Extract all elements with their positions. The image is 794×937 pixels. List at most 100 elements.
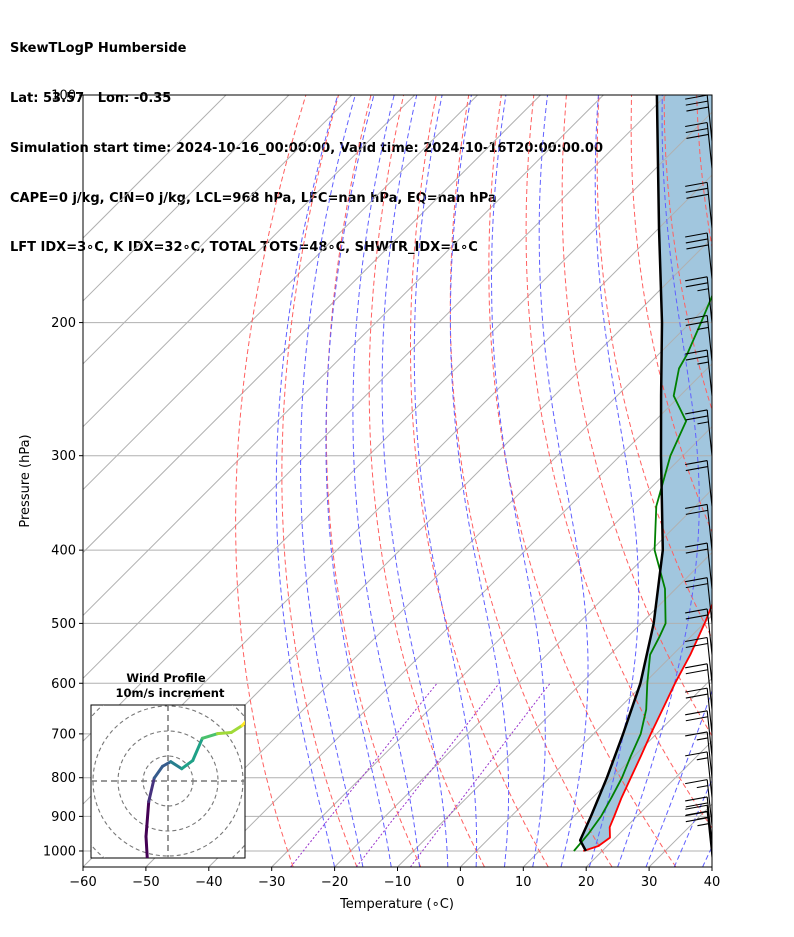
wind-barb: [685, 577, 713, 624]
wind-barb-flag: [685, 642, 708, 649]
y-tick-label: 900: [51, 810, 76, 825]
y-tick-label: 400: [51, 544, 76, 559]
wind-barb-flag: [685, 355, 708, 361]
wind-barb-flag: [685, 731, 708, 737]
moist-adiabat-line: [490, 95, 546, 867]
wind-barb-flag: [685, 94, 708, 100]
wind-barb-shaft: [706, 779, 713, 826]
wind-barb-shaft: [706, 577, 713, 624]
x-tick-label: −50: [132, 875, 159, 890]
hodograph-segment: [161, 760, 173, 768]
index-line: LFT IDX=3∘C, K IDX=32∘C, TOTAL TOTS=48∘C…: [10, 240, 478, 256]
wind-barb-flag: [685, 608, 708, 614]
isotherm-line: [83, 95, 478, 491]
moist-adiabat-line: [413, 95, 478, 867]
x-tick-label: 10: [515, 875, 532, 890]
y-tick-label: 600: [51, 677, 76, 692]
wind-barb: [685, 349, 713, 396]
wind-barb-shaft: [706, 350, 713, 396]
hodograph-segment: [152, 764, 164, 780]
x-tick-label: −10: [384, 875, 411, 890]
isotherm-line: [711, 866, 712, 867]
moist-adiabat-line: [588, 95, 640, 867]
x-tick-label: 40: [704, 875, 721, 890]
isotherm-line: [83, 95, 353, 365]
inset-title: Wind Profile: [126, 671, 206, 685]
wind-barb-flag: [685, 710, 708, 716]
wind-barb-shaft: [706, 663, 713, 710]
wind-barb: [685, 314, 713, 362]
wind-barb-flag: [685, 796, 708, 802]
hodograph-segment: [200, 732, 219, 740]
wind-barb-flag: [685, 548, 708, 554]
moist-adiabat-line: [617, 95, 700, 867]
wind-barb-shaft: [706, 710, 713, 757]
wind-barb-flag: [685, 314, 708, 321]
x-tick-label: −30: [258, 875, 285, 890]
chart-header: SkewTLogP Humberside Lat: 53.57 Lon: -0.…: [10, 8, 603, 274]
wind-barb-flag: [685, 810, 708, 816]
plot-area: [83, 95, 794, 867]
hodograph-segment: [169, 760, 184, 771]
x-tick-label: 30: [641, 875, 658, 890]
wind-barb: [685, 636, 713, 684]
wind-barb-flag: [685, 693, 708, 699]
cape-area: [580, 95, 712, 851]
wind-barb-shaft: [706, 811, 713, 858]
x-axis-title: Temperature (∘C): [339, 897, 454, 912]
wind-barb-flag: [685, 349, 708, 355]
wind-barb-flag: [685, 460, 708, 466]
isotherm-line: [460, 614, 712, 867]
y-tick-label: 500: [51, 617, 76, 632]
wind-barb-flag: [685, 636, 708, 643]
moist-adiabat-line: [449, 95, 510, 867]
inset-subtitle: 10m/s increment: [116, 686, 225, 700]
mixing-ratio-line: [409, 682, 551, 867]
x-tick-label: −20: [321, 875, 348, 890]
mixing-ratio-lines: [290, 682, 551, 867]
dry-adiabat-line: [281, 95, 358, 867]
hodograph-segment: [147, 776, 156, 803]
dry-adiabat-line: [561, 95, 712, 737]
wind-barb-flag: [685, 320, 708, 327]
dry-adiabat-line: [729, 95, 794, 867]
isotherm-line: [83, 95, 227, 239]
dry-adiabat-line: [449, 95, 613, 867]
wind-barb-flag: [685, 583, 708, 589]
wind-barb: [685, 121, 713, 169]
mixing-ratio-line: [355, 682, 500, 867]
wind-barb-flag: [686, 133, 709, 139]
wind-barb-shaft: [706, 315, 713, 362]
wind-barb-flag: [686, 193, 709, 199]
wind-barb-flag: [685, 663, 708, 669]
wind-barb-shaft: [706, 504, 713, 551]
wind-barb-flag: [685, 415, 708, 421]
wind-barb-shaft: [706, 796, 713, 843]
wind-barb-flag: [685, 577, 708, 583]
isotherm-line: [83, 95, 416, 428]
wind-profile-inset: Wind Profile 10m/s increment: [90, 671, 246, 859]
wind-barb: [685, 460, 713, 507]
wind-barb-shaft: [706, 276, 713, 323]
isotherm-line: [522, 677, 712, 867]
wind-barb-flag: [685, 614, 708, 620]
wind-barb-flag: [685, 282, 708, 288]
wind-barb-half: [697, 326, 709, 330]
hodograph-segment: [144, 799, 151, 838]
hodograph-segment: [180, 759, 195, 771]
cape-shading: [580, 95, 712, 851]
wind-barb-flag: [685, 802, 708, 808]
isotherm-line: [83, 95, 290, 302]
wind-barb: [685, 731, 713, 778]
wind-barbs: [685, 94, 713, 858]
wind-barb-shaft: [706, 731, 713, 778]
wind-barb: [685, 751, 713, 798]
moist-adiabat-line: [275, 95, 339, 867]
wind-barb: [685, 409, 713, 456]
wind-barb-shaft: [706, 608, 713, 655]
wind-barb-shaft: [706, 751, 713, 798]
dry-adiabat-line: [525, 95, 712, 829]
x-tick-label: −40: [195, 875, 222, 890]
wind-barb-flag: [685, 100, 708, 106]
